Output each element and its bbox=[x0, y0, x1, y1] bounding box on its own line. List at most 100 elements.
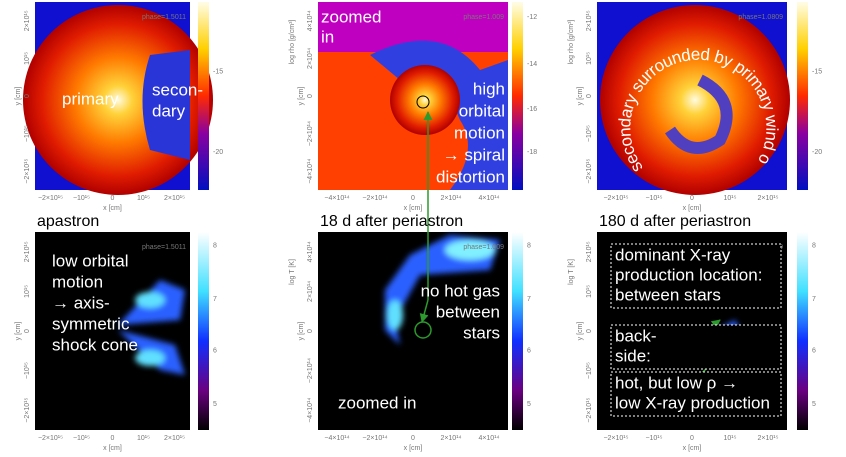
annotation-text: secon- bbox=[152, 80, 203, 99]
colorbar bbox=[512, 232, 523, 430]
phase-label: phase=1.5011 bbox=[142, 244, 186, 251]
colorbar bbox=[797, 232, 808, 430]
phase-label: phase=1.0809 bbox=[738, 14, 783, 21]
y-tick-label: −10¹⁵ bbox=[24, 125, 31, 142]
x-tick-label: 10¹⁵ bbox=[137, 435, 150, 442]
x-tick-label: −10¹⁵ bbox=[73, 435, 90, 442]
x-axis-label: x [cm] bbox=[103, 205, 122, 212]
annotation-text: low orbital bbox=[52, 251, 129, 270]
colorbar-tick-label: -18 bbox=[527, 149, 537, 156]
x-tick-label: 2×10¹⁵ bbox=[164, 195, 185, 202]
annotation-text: between stars bbox=[615, 285, 721, 304]
x-tick-label: 10¹⁵ bbox=[723, 435, 736, 442]
y-tick-label: 0 bbox=[24, 94, 31, 98]
sim-image bbox=[118, 280, 185, 375]
y-tick-label: −10¹⁵ bbox=[24, 362, 31, 379]
x-tick-label: −2×10¹⁵ bbox=[38, 195, 63, 202]
colorbar-tick-label: -20 bbox=[213, 149, 223, 156]
colorbar-tick-label: 8 bbox=[527, 243, 531, 250]
annotation-box bbox=[610, 243, 782, 309]
y-tick-label: 2×10¹⁵ bbox=[586, 241, 593, 262]
annotation-text: low X-ray production bbox=[615, 393, 770, 412]
y-tick-label: −2×10¹⁵ bbox=[586, 159, 593, 184]
colorbar-tick-label: 8 bbox=[812, 243, 816, 250]
caption: apastron bbox=[37, 213, 99, 230]
arrow bbox=[419, 299, 429, 323]
y-axis-label: y [cm] bbox=[577, 322, 584, 341]
annotation-text: motion bbox=[52, 272, 103, 291]
y-tick-label: 4×10¹⁴ bbox=[307, 241, 314, 262]
colorbar-tick-label: 6 bbox=[527, 348, 531, 355]
x-axis-label: x [cm] bbox=[404, 205, 423, 212]
y-tick-label: −2×10¹⁵ bbox=[586, 398, 593, 423]
y-tick-label: 2×10¹⁵ bbox=[586, 10, 593, 31]
annotation-text: side: bbox=[615, 346, 651, 365]
annotation-text: → spiral bbox=[443, 145, 505, 164]
annotation: hot, but low ρ →low X-ray production bbox=[610, 371, 782, 417]
sim-image bbox=[142, 50, 190, 160]
y-tick-label: −2×10¹⁴ bbox=[307, 121, 314, 146]
y-tick-label: −10¹⁵ bbox=[586, 362, 593, 379]
colorbar-tick-label: -12 bbox=[527, 14, 537, 21]
colorbar-tick-label: 5 bbox=[213, 401, 217, 408]
y-tick-label: 2×10¹⁵ bbox=[24, 10, 31, 31]
sim-image bbox=[600, 5, 790, 195]
annotation-text: production location: bbox=[615, 265, 762, 284]
annotation-text: distortion bbox=[436, 167, 505, 186]
x-axis-label: x [cm] bbox=[404, 445, 423, 452]
y-tick-label: 0 bbox=[24, 329, 31, 333]
x-tick-label: −4×10¹⁴ bbox=[324, 435, 349, 442]
sim-image bbox=[390, 65, 460, 135]
annotation: secon-dary bbox=[152, 80, 203, 120]
colorbar-tick-label: -20 bbox=[812, 149, 822, 156]
x-tick-label: −4×10¹⁴ bbox=[324, 195, 349, 202]
x-tick-label: 0 bbox=[690, 195, 694, 202]
caption: 180 d after periastron bbox=[599, 213, 751, 230]
annotation: back-side: bbox=[610, 324, 782, 370]
x-tick-label: 0 bbox=[111, 435, 115, 442]
x-tick-label: −2×10¹⁵ bbox=[603, 195, 628, 202]
annotation-text: stars bbox=[463, 323, 500, 342]
y-tick-label: 10¹⁵ bbox=[24, 285, 31, 298]
x-tick-label: −10¹⁵ bbox=[645, 195, 662, 202]
annotation-box bbox=[610, 371, 782, 417]
x-tick-label: 0 bbox=[411, 195, 415, 202]
colorbar-tick-label: 6 bbox=[812, 348, 816, 355]
colorbar-label: log rho [g/cm³] bbox=[289, 20, 296, 65]
colorbar bbox=[198, 2, 209, 190]
annotation-text: in bbox=[321, 27, 334, 46]
colorbar-tick-label: 8 bbox=[213, 243, 217, 250]
annotation-text: dominant X-ray bbox=[615, 245, 731, 264]
annotation: low orbital motion → axis-symmetric shock c… bbox=[52, 251, 138, 354]
annotation-text: zoomed in bbox=[338, 393, 416, 412]
x-axis-label: x [cm] bbox=[683, 445, 702, 452]
y-axis-label: y [cm] bbox=[577, 87, 584, 106]
x-tick-label: −10¹⁵ bbox=[645, 435, 662, 442]
x-tick-label: 2×10¹⁵ bbox=[758, 435, 779, 442]
x-tick-label: −10¹⁵ bbox=[73, 195, 90, 202]
colorbar-tick-label: 5 bbox=[527, 401, 531, 408]
colorbar-label: log rho [g/cm³] bbox=[568, 20, 575, 65]
y-tick-label: 10¹⁵ bbox=[586, 285, 593, 298]
annotation-box bbox=[610, 324, 782, 370]
colorbar-tick-label: -15 bbox=[213, 68, 223, 75]
panel: 8 7 6 5 phase=1.5011 −2×10¹⁵ −10¹⁵ 0 10¹⁵ 2×10¹⁵ x… bbox=[15, 232, 217, 452]
colorbar-tick-label: -16 bbox=[527, 106, 537, 113]
x-tick-label: 2×10¹⁴ bbox=[440, 195, 461, 202]
panel: -15 -20 log rho [g/cm³] phase=1.0809 −2×10¹⁵… bbox=[568, 2, 822, 230]
y-tick-label: 2×10¹⁴ bbox=[307, 281, 314, 302]
y-tick-label: 0 bbox=[586, 329, 593, 333]
annotation-text: motion bbox=[454, 123, 505, 142]
x-tick-label: 0 bbox=[690, 435, 694, 442]
colorbar bbox=[797, 2, 808, 190]
annotation-text: back- bbox=[615, 326, 657, 345]
annotation-text: primary bbox=[62, 89, 119, 108]
colorbar-tick-label: -14 bbox=[527, 61, 537, 68]
annotation: no hot gas between stars bbox=[421, 281, 500, 342]
phase-label: phase=1.009 bbox=[463, 244, 504, 251]
y-axis-label: y [cm] bbox=[298, 87, 305, 106]
annotation-text: shock cone bbox=[52, 335, 138, 354]
y-tick-label: 10¹⁵ bbox=[586, 52, 593, 65]
